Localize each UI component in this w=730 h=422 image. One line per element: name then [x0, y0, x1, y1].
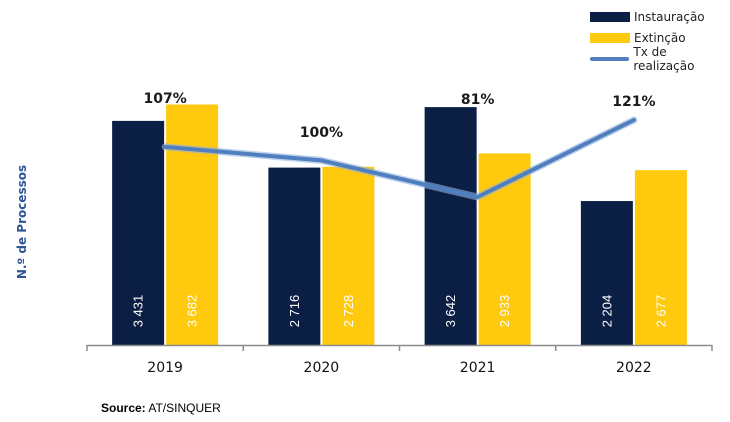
bars-group: 3 431 3 682 2 716 2 728 3 642 2 933 2 204 2 677 [112, 104, 687, 346]
bar-instauracao [424, 107, 477, 346]
bar-value-label: 3 431 [131, 295, 146, 328]
legend-item-extincao: Extinção [590, 27, 730, 48]
rate-line-glow [161, 116, 638, 201]
bar-value-label: 3 682 [185, 295, 200, 328]
bar-value-label: 2 204 [599, 295, 614, 328]
bar-value-label: 2 933 [497, 295, 512, 328]
legend: Instauração Extinção Tx de realização [590, 6, 730, 73]
x-axis: 2019 2020 2021 2022 [86, 344, 713, 376]
line-group: 107% 100% 81% 121% [143, 91, 656, 201]
rate-line [163, 118, 636, 199]
bar-instauracao [268, 167, 321, 345]
source-label: Source: [101, 401, 146, 415]
legend-swatch-tx [590, 56, 630, 61]
source-text: AT/SINQUER [148, 401, 221, 415]
legend-swatch-instauracao [590, 11, 630, 22]
x-tick-label: 2021 [460, 360, 496, 376]
bar-value-label: 2 677 [653, 295, 668, 328]
x-tick-label: 2022 [616, 360, 652, 376]
rate-label: 121% [612, 94, 655, 110]
x-tick-label: 2020 [304, 360, 340, 376]
bar-extincao [634, 170, 687, 345]
rate-label: 81% [461, 92, 495, 108]
source-note: Source: AT/SINQUER [101, 401, 221, 415]
legend-label-instauracao: Instauração [634, 9, 705, 24]
bar-value-label: 2 728 [341, 295, 356, 328]
bar-instauracao [112, 120, 165, 346]
bar-instauracao [580, 201, 633, 345]
legend-label-tx: Tx de realização [633, 44, 695, 73]
x-tick-label: 2019 [147, 360, 183, 376]
legend-item-tx: Tx de realização [590, 45, 730, 73]
bar-value-label: 2 716 [287, 295, 302, 328]
legend-item-instauracao: Instauração [590, 6, 730, 27]
legend-label-extincao: Extinção [634, 30, 686, 45]
rate-label: 100% [300, 125, 343, 141]
rate-label: 107% [143, 91, 186, 107]
y-axis-label: N.º de Processos [15, 164, 29, 280]
bar-extincao [322, 166, 375, 345]
bar-value-label: 3 642 [443, 295, 458, 328]
legend-swatch-extincao [590, 32, 630, 43]
